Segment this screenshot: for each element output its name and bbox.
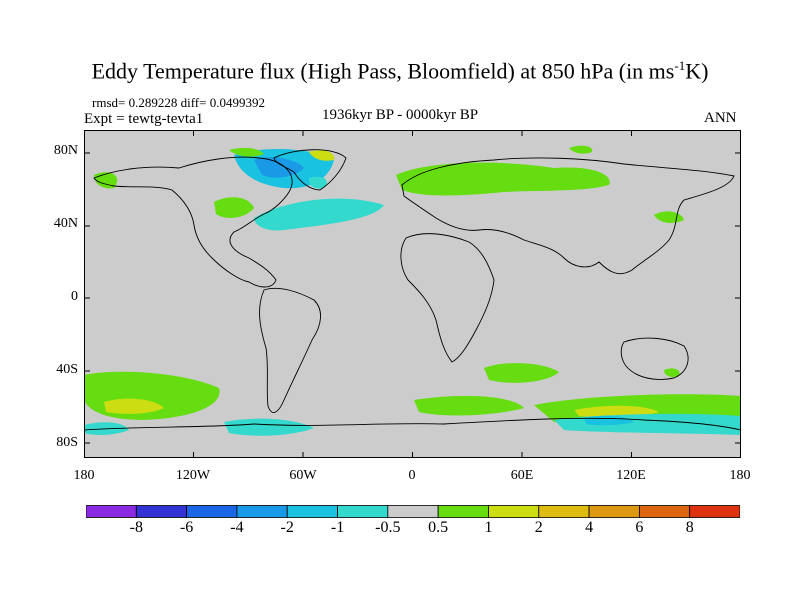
colorbar-swatch: [437, 505, 489, 518]
coast-greenland: [273, 149, 347, 191]
colorbar-swatch: [286, 505, 338, 518]
colorbar-swatch: [135, 505, 188, 518]
anomaly-arctic-positive: [229, 147, 264, 157]
colorbar-swatch: [488, 505, 540, 518]
colorbar-swatch: [689, 505, 740, 518]
anomaly-baffin-positive: [309, 150, 335, 161]
colorbar-label: -6: [179, 519, 194, 536]
coast-africa: [400, 233, 495, 363]
anomaly-southern-ocean-positive: [414, 395, 524, 416]
lat-label: 40N: [53, 216, 78, 231]
coast-antarctica: [84, 417, 741, 431]
plot-title: Eddy Temperature flux (High Pass, Bloomf…: [91, 58, 709, 84]
coastlines: [84, 149, 741, 431]
anomaly-south-pacific-strong: [104, 398, 164, 414]
period-label: 1936kyr BP - 0000kyr BP: [322, 107, 479, 123]
anomaly-canada-negative: [308, 176, 327, 189]
anomaly-eurasia-positive: [396, 162, 610, 196]
colorbar-label: 6: [635, 519, 644, 536]
coast-eurasia: [401, 157, 735, 275]
colorbar-swatch: [387, 505, 439, 518]
lon-label: 120W: [175, 468, 211, 483]
colorbar-label: -4: [230, 519, 244, 536]
lat-label: 40S: [56, 362, 78, 377]
colorbar-label: -8: [129, 519, 143, 536]
anomaly-pacific-positive: [214, 197, 254, 218]
colorbar-swatch: [538, 505, 590, 518]
colorbar-swatch: [638, 505, 691, 518]
rmsd-diff-label: rmsd= 0.289228 diff= 0.0499392: [92, 95, 265, 110]
experiment-label: Expt = tewtg-tevta1: [84, 111, 204, 127]
map-ticks: [84, 130, 741, 458]
season-label: ANN: [704, 110, 737, 126]
colorbar-swatch: [186, 505, 238, 518]
anomaly-north-atlantic-negative: [254, 198, 384, 231]
lon-label: 180: [729, 468, 751, 483]
anomaly-antarctic-negative-2: [224, 418, 314, 436]
lon-label: 60W: [289, 468, 317, 483]
lat-label: 80S: [56, 435, 78, 450]
colorbar: [86, 505, 740, 518]
anomaly-australia-positive: [664, 368, 680, 378]
lon-label: 120E: [616, 468, 646, 483]
colorbar-label: -1: [330, 519, 345, 536]
lat-label: 0: [71, 289, 78, 304]
anomaly-south-atlantic-positive: [484, 363, 559, 383]
coast-north-america: [93, 156, 293, 288]
lat-label: 80N: [53, 143, 78, 158]
lon-label: 180: [73, 468, 95, 483]
coast-australia: [620, 337, 689, 380]
anomaly-regions: [84, 145, 741, 436]
coast-south-america: [259, 287, 321, 413]
lon-label: 60E: [510, 468, 534, 483]
colorbar-label: -2: [280, 519, 294, 536]
colorbar-swatch: [337, 505, 389, 518]
colorbar-label: 1: [484, 519, 493, 536]
world-map: [84, 130, 741, 458]
lon-label: 0: [408, 468, 416, 483]
colorbar-label: 2: [534, 519, 543, 536]
colorbar-label: 4: [585, 519, 594, 536]
colorbar-swatch: [588, 505, 640, 518]
anomaly-greenland-strong: [254, 157, 304, 178]
colorbar-swatch: [236, 505, 288, 518]
colorbar-swatch: [86, 505, 137, 518]
colorbar-label: -0.5: [375, 519, 401, 536]
colorbar-label: 8: [685, 519, 694, 536]
anomaly-arctic-coast-positive: [569, 145, 593, 154]
colorbar-label: 0.5: [428, 519, 449, 536]
